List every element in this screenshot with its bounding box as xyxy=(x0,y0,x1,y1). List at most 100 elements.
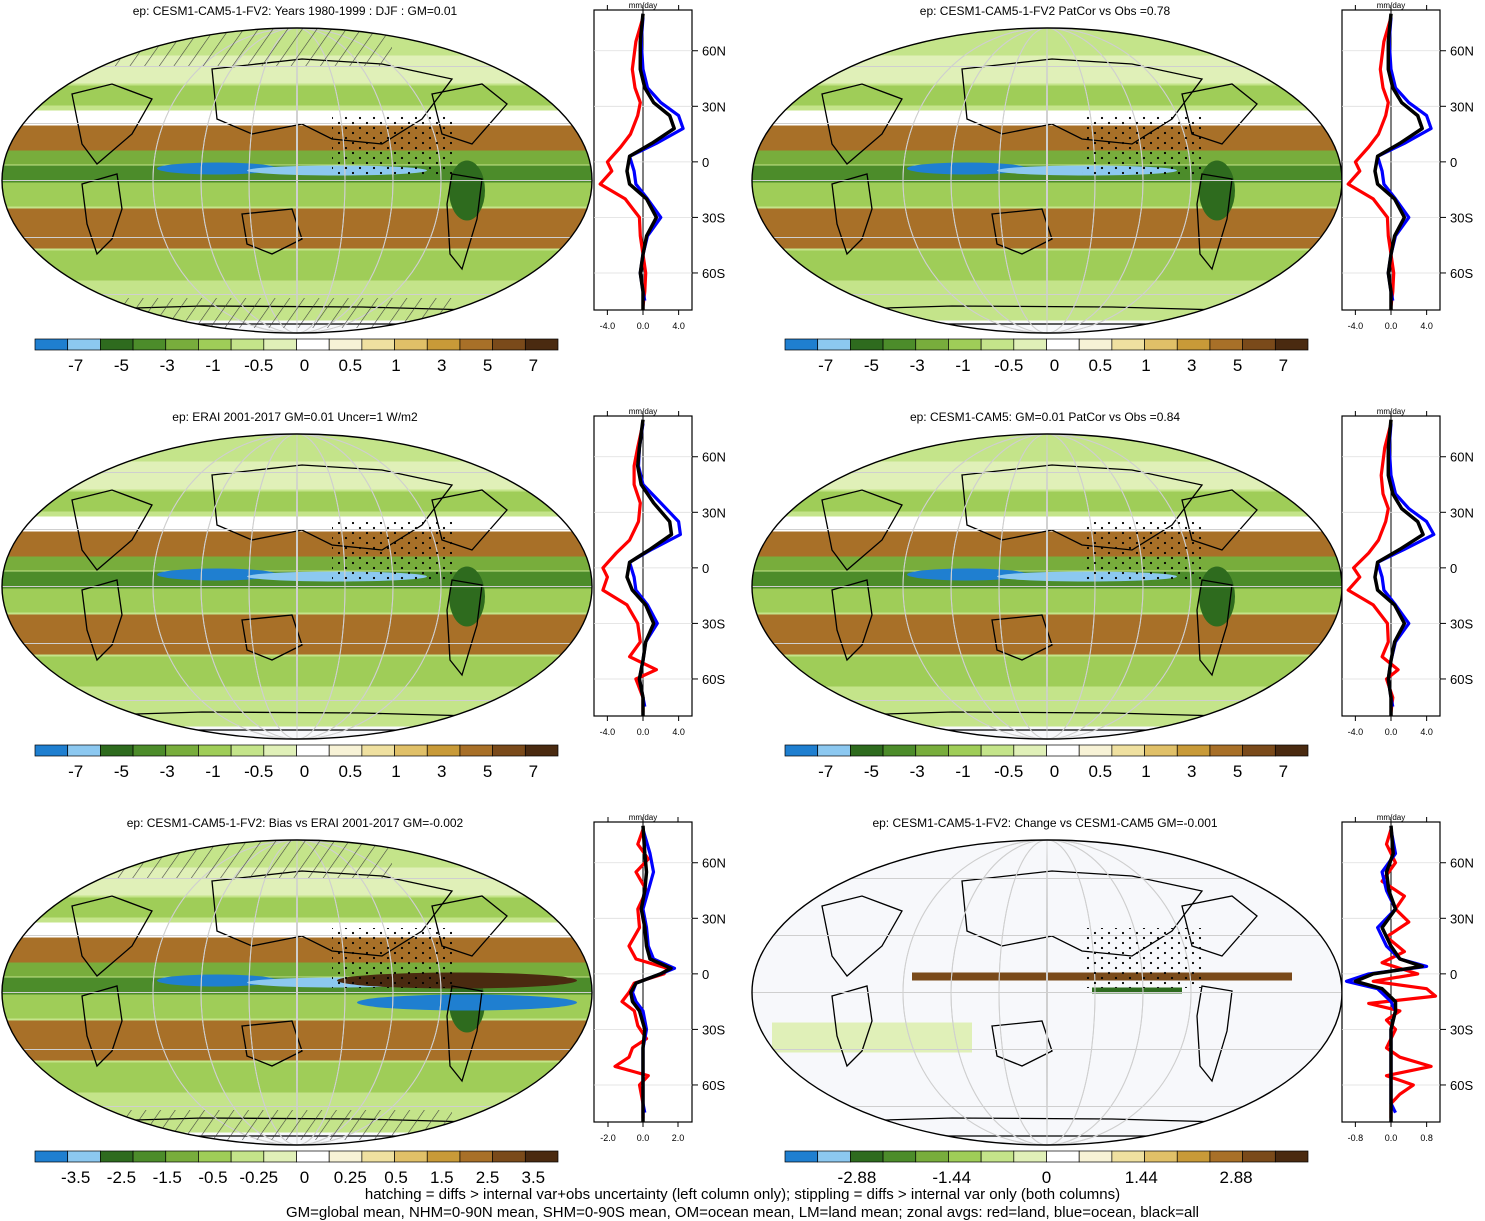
colorbar-label: 0.5 xyxy=(338,762,362,781)
colorbar-box xyxy=(492,1150,526,1163)
colorbar-label: -0.5 xyxy=(244,762,273,781)
meridian-line xyxy=(248,840,346,1145)
meridian-line xyxy=(902,840,1192,1145)
colorbar-box xyxy=(524,338,559,351)
colorbar-label: -3.5 xyxy=(61,1168,90,1187)
profile-lat-label: 30S xyxy=(702,1022,725,1037)
continent-outline xyxy=(446,985,483,1083)
continent-outline xyxy=(991,614,1053,661)
colorbar-label: 0.5 xyxy=(1088,762,1112,781)
colorbar-box xyxy=(1242,338,1276,351)
colorbar-label: 1.44 xyxy=(1125,1168,1158,1187)
profile-x-label: 0.0 xyxy=(1385,727,1398,737)
colorbar-box xyxy=(1046,338,1080,351)
colorbar-box xyxy=(100,1150,134,1163)
profile-x-label: 4.0 xyxy=(1420,727,1433,737)
profile-lat-label: 30S xyxy=(1450,1022,1473,1037)
profile-lat-label: 60N xyxy=(702,450,726,465)
profile-lat-label: 30S xyxy=(702,616,725,631)
profile-x-label: 0.0 xyxy=(637,321,650,331)
map-change-band xyxy=(772,1022,972,1053)
colorbar-label: 3 xyxy=(1187,762,1196,781)
colorbar-box xyxy=(882,1150,917,1163)
colorbar-label: 1 xyxy=(391,762,400,781)
colorbar-label: 1 xyxy=(391,356,400,375)
continent-outline xyxy=(991,1020,1053,1067)
colorbar-box xyxy=(784,1150,819,1163)
profile-x-label: 4.0 xyxy=(1420,321,1433,331)
colorbar-box xyxy=(1013,1150,1047,1163)
meridian-line xyxy=(1046,840,1048,1145)
colorbar-label: -1.5 xyxy=(153,1168,182,1187)
panel-title: ep: CESM1-CAM5-1-FV2 PatCor vs Obs =0.78 xyxy=(920,4,1171,18)
colorbar-box xyxy=(850,744,884,757)
stippling xyxy=(332,928,452,988)
colorbar-label: -2.5 xyxy=(107,1168,136,1187)
colorbar-box xyxy=(1144,1150,1178,1163)
map-wet-area xyxy=(907,162,1027,175)
colorbar-label: -5 xyxy=(114,762,129,781)
profile-x-label: -0.8 xyxy=(1348,1133,1364,1143)
continent-outline xyxy=(821,83,903,165)
colorbar-label: 0 xyxy=(1050,356,1059,375)
colorbar-box xyxy=(296,744,330,757)
continent-outline xyxy=(1196,579,1233,677)
colorbar-box xyxy=(784,338,819,351)
map-wet-area xyxy=(157,162,277,175)
profile-x-label: 0.8 xyxy=(1420,1133,1433,1143)
colorbar-box xyxy=(1209,744,1243,757)
colorbar-box xyxy=(980,744,1015,757)
colorbar-box xyxy=(67,744,101,757)
colorbar-box xyxy=(165,338,199,351)
colorbar-label: -1.44 xyxy=(932,1168,971,1187)
panel-4: ep: CESM1-CAM5: GM=0.01 PatCor vs Obs =0… xyxy=(751,407,1474,781)
colorbar-box xyxy=(263,1150,297,1163)
colorbar-label: 0 xyxy=(1042,1168,1051,1187)
map-plot xyxy=(752,840,1342,1145)
profile-lat-label: 60N xyxy=(702,856,726,871)
panel-title: ep: CESM1-CAM5-1-FV2: Years 1980-1999 : … xyxy=(133,4,458,18)
map-wet-area xyxy=(449,160,485,221)
map-wet-area xyxy=(907,568,1027,581)
profile-lat-label: 30S xyxy=(1450,616,1473,631)
colorbar-label: -0.5 xyxy=(994,762,1023,781)
colorbar-label: -0.25 xyxy=(239,1168,278,1187)
colorbar-label: 3 xyxy=(437,356,446,375)
profile-lat-label: 30N xyxy=(1450,99,1474,114)
colorbar-label: 7 xyxy=(1279,762,1288,781)
colorbar-box xyxy=(1209,338,1243,351)
colorbar-label: -5 xyxy=(864,762,879,781)
colorbar-label: -3 xyxy=(160,762,175,781)
map-border xyxy=(1,27,593,334)
panel-title: ep: CESM1-CAM5-1-FV2: Bias vs ERAI 2001-… xyxy=(127,816,464,830)
profile-series-land xyxy=(1367,828,1438,1119)
profile-lat-label: 60N xyxy=(702,44,726,59)
colorbar-box xyxy=(132,338,167,351)
colorbar-box xyxy=(34,744,69,757)
meridian-line xyxy=(950,840,1144,1145)
colorbar-label: 5 xyxy=(1233,762,1242,781)
colorbar-label: 1.5 xyxy=(430,1168,454,1187)
colorbar-box xyxy=(132,1150,167,1163)
continent-outline xyxy=(821,489,903,571)
colorbar-box xyxy=(394,744,428,757)
colorbar-label: 7 xyxy=(529,356,538,375)
colorbar-box xyxy=(426,744,461,757)
colorbar-box xyxy=(263,744,297,757)
profile-lat-label: 60N xyxy=(1450,450,1474,465)
colorbar-box xyxy=(524,744,559,757)
panel-6: ep: CESM1-CAM5-1-FV2: Change vs CESM1-CA… xyxy=(751,813,1474,1187)
colorbar-box xyxy=(1144,744,1178,757)
colorbar-box xyxy=(459,1150,493,1163)
colorbar-label: 5 xyxy=(483,356,492,375)
profile-x-label: -4.0 xyxy=(1348,321,1364,331)
colorbar-label: -5 xyxy=(864,356,879,375)
profile-lat-label: 60N xyxy=(1450,856,1474,871)
colorbar-label: 1 xyxy=(1141,356,1150,375)
colorbar-label: -3 xyxy=(160,356,175,375)
map-border xyxy=(1,433,593,740)
colorbar-box xyxy=(1078,744,1113,757)
meridian-line xyxy=(1046,28,1048,333)
profile-lat-label: 60S xyxy=(1450,672,1473,687)
colorbar-box xyxy=(328,744,363,757)
